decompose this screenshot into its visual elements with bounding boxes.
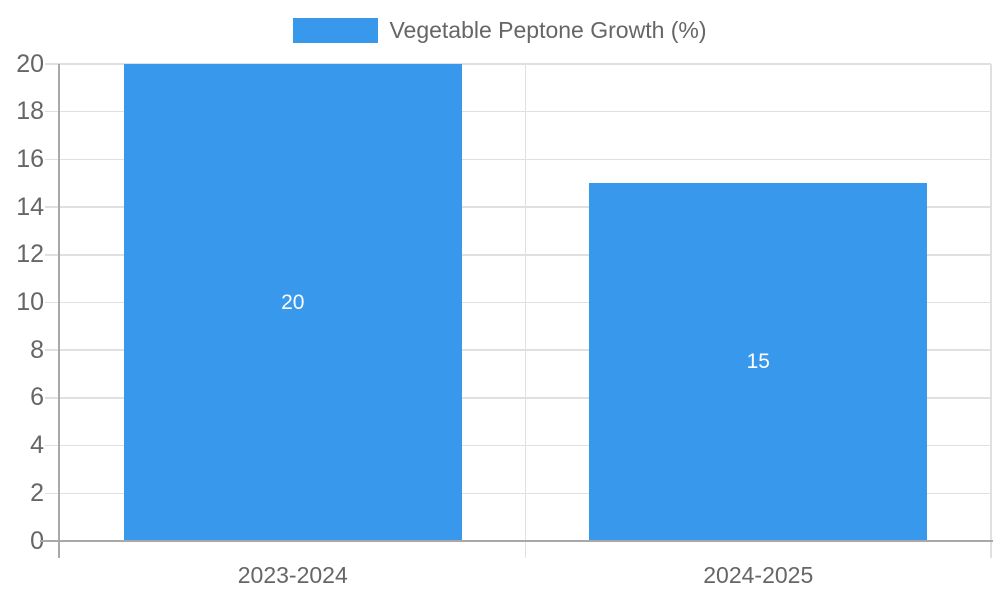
y-axis-line (58, 64, 60, 558)
x-axis-tick-label: 2024-2025 (703, 562, 814, 588)
x-axis-line (40, 540, 993, 542)
y-gridline (45, 492, 991, 495)
x-gridline (524, 64, 527, 558)
y-axis-tick-label: 0 (30, 526, 44, 555)
bar: 15 (589, 183, 928, 541)
y-gridline (45, 110, 991, 113)
y-gridline (45, 158, 991, 161)
legend-label: Vegetable Peptone Growth (%) (389, 17, 707, 43)
y-axis-tick-label: 2 (30, 478, 44, 507)
y-gridline (45, 349, 991, 351)
y-axis-tick-label: 14 (16, 192, 44, 221)
y-axis-tick-label: 8 (30, 335, 44, 364)
y-gridline (45, 206, 991, 208)
bar-value-label: 15 (746, 350, 770, 374)
y-gridline (45, 301, 991, 304)
bar-value-label: 20 (281, 290, 305, 314)
legend: Vegetable Peptone Growth (%) (0, 18, 1000, 43)
y-gridline (45, 254, 991, 256)
bar: 20 (123, 64, 462, 541)
x-axis-tick-label: 2023-2024 (237, 562, 348, 588)
y-axis-tick-label: 4 (30, 431, 44, 460)
y-axis-tick-label: 12 (16, 240, 44, 269)
legend-swatch (293, 18, 379, 43)
y-axis-tick-label: 20 (16, 49, 44, 78)
y-gridline (45, 397, 991, 399)
x-gridline (990, 64, 992, 558)
y-gridline (45, 444, 991, 447)
y-axis-tick-label: 16 (16, 144, 44, 173)
y-gridline (45, 63, 991, 65)
y-axis-tick-label: 18 (16, 97, 44, 126)
y-axis-tick-label: 6 (30, 383, 44, 412)
y-axis-tick-label: 10 (16, 288, 44, 316)
